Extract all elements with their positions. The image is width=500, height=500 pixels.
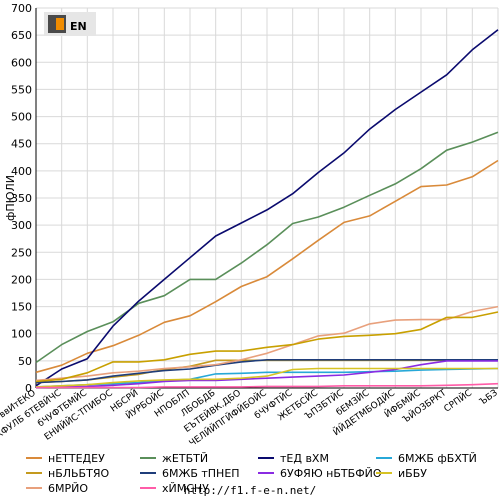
y-tick-label: 500 xyxy=(11,111,32,124)
series-line-1 xyxy=(35,131,499,364)
legend-label: 6МЖБ тПНЕП xyxy=(162,467,240,480)
y-tick-label: 50 xyxy=(18,355,32,368)
series-line-2 xyxy=(35,29,499,387)
series-line-7 xyxy=(35,367,498,388)
series-line-6 xyxy=(35,360,498,389)
series-line-0 xyxy=(35,159,499,374)
y-tick-label: 100 xyxy=(11,328,32,341)
legend-label: хЙМСНУ xyxy=(162,482,209,495)
series-line-5 xyxy=(35,358,498,384)
legend-label: 6УФЯЮ нБТБФЙО xyxy=(280,467,382,480)
legend-label: нЕТТЕДЕУ xyxy=(48,452,105,465)
y-tick-label: 150 xyxy=(11,301,32,314)
legend-label: тЕД вХМ xyxy=(280,452,329,465)
series-line-10 xyxy=(35,311,499,383)
series-line-8 xyxy=(35,305,499,382)
x-tick-label: ЪБЗ xyxy=(478,388,500,407)
logo-text: EN xyxy=(70,20,87,33)
y-tick-label: 600 xyxy=(11,56,32,69)
plot-area: 0 50 100 150 200 250 300 350 400 450 500 550 600 650 7… xyxy=(0,2,500,454)
x-tick-label: СРПЙС xyxy=(441,387,474,415)
y-axis-label: фПЮЛИ xyxy=(4,175,17,221)
logo: EN xyxy=(44,12,96,36)
y-tick-label: 650 xyxy=(11,29,32,42)
footer-url[interactable]: http://f1.f-e-n.net/ xyxy=(184,484,316,497)
legend-label: иББУ xyxy=(398,467,427,480)
legend-label: нБЛЬБТЯО xyxy=(48,467,109,480)
series-line-3 xyxy=(35,367,499,388)
series-line-9 xyxy=(36,382,499,389)
legend-label: 6МРЙО xyxy=(48,482,88,495)
y-tick-label: 550 xyxy=(11,83,32,96)
logo-accent xyxy=(56,18,64,30)
y-tick-label: 700 xyxy=(11,2,32,15)
y-tick-label: 200 xyxy=(11,273,32,286)
y-tick-label: 0 xyxy=(25,382,32,395)
legend-label: жЕТБТЙ xyxy=(162,452,208,465)
y-tick-label: 300 xyxy=(11,219,32,232)
y-tick-label: 250 xyxy=(11,246,32,259)
legend-label: 6МЖБ фБХТЙ xyxy=(398,452,477,465)
y-tick-label: 350 xyxy=(11,192,32,205)
y-tick-label: 450 xyxy=(11,138,32,151)
y-tick-label: 400 xyxy=(11,165,32,178)
